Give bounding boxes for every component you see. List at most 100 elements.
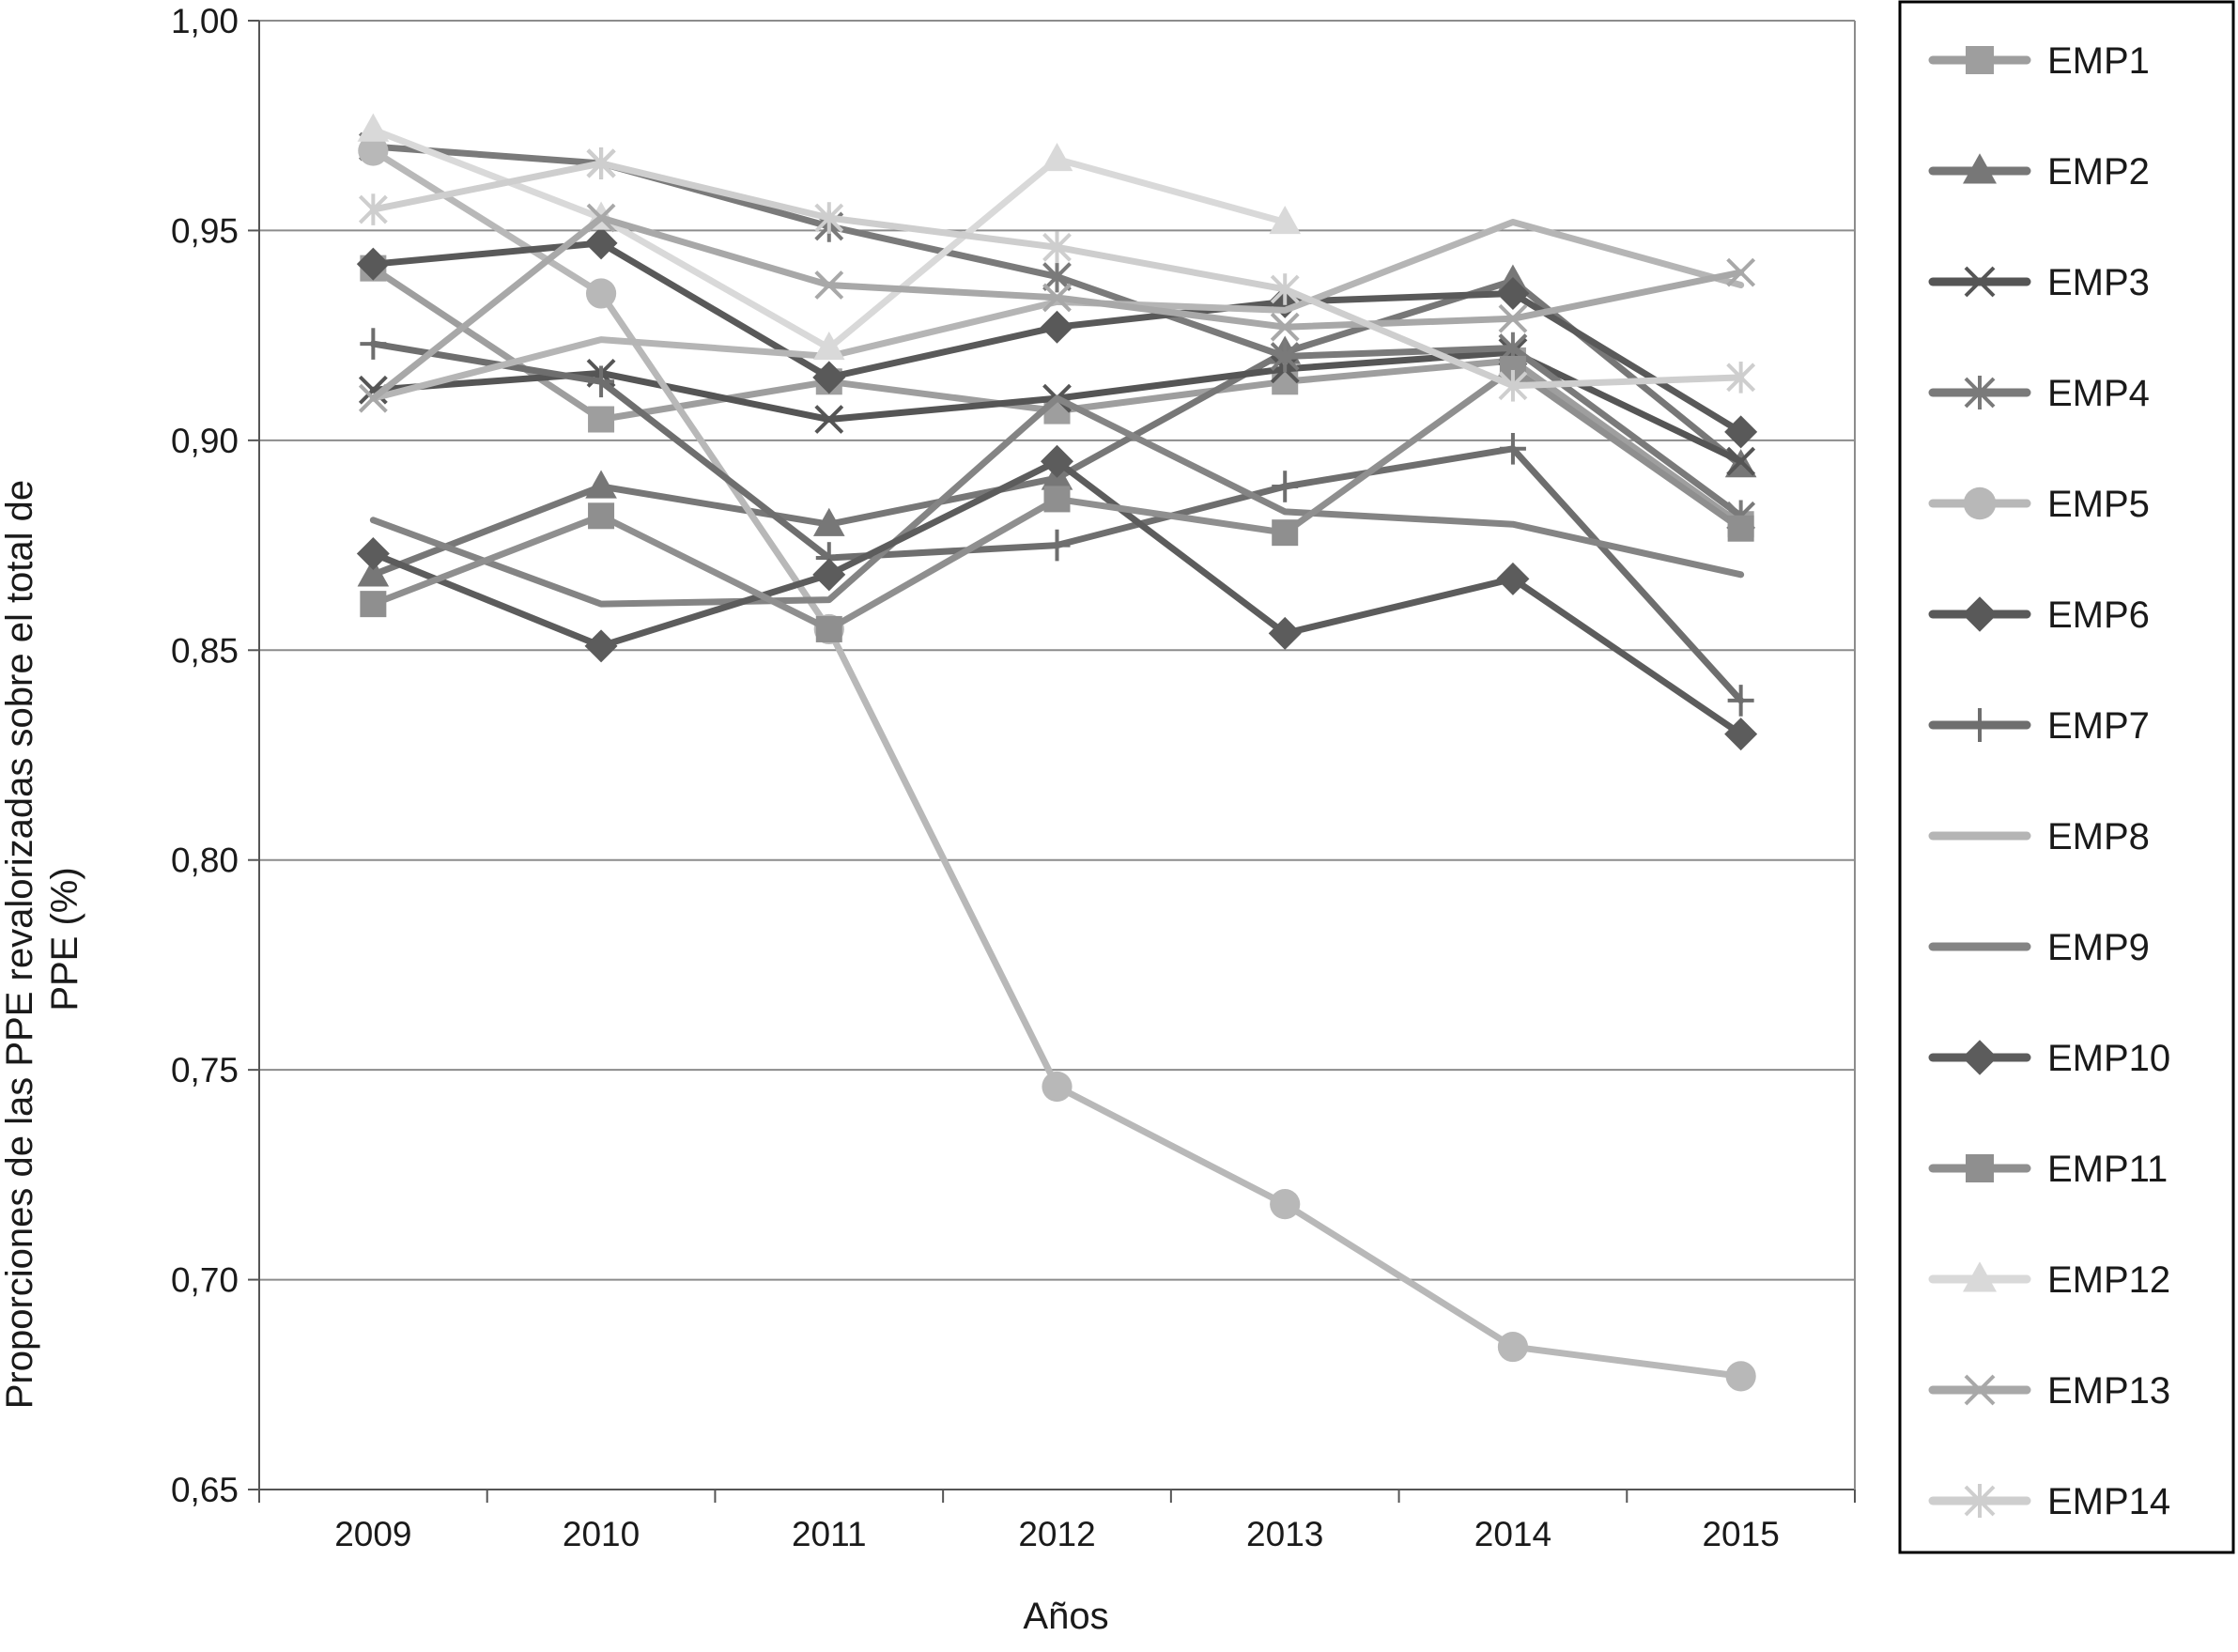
data-point	[1496, 276, 1530, 310]
legend-item-emp8: EMP8	[1928, 816, 2150, 857]
data-point	[588, 365, 615, 398]
data-point	[358, 135, 389, 166]
legend-item-emp12: EMP12	[1928, 1259, 2170, 1301]
legend-label: EMP11	[2047, 1149, 2168, 1190]
data-point	[585, 278, 617, 309]
data-point	[1726, 362, 1756, 394]
data-point	[1727, 685, 1754, 717]
x-tick-label: 2014	[1474, 1515, 1551, 1553]
data-point	[1270, 273, 1300, 305]
legend-label: EMP1	[2047, 40, 2150, 82]
data-point	[1964, 1484, 1996, 1518]
legend-label: EMP9	[2047, 927, 2150, 968]
data-point	[1043, 529, 1071, 562]
data-point	[1042, 231, 1072, 264]
y-tick-label: 0,80	[171, 841, 239, 880]
data-point	[812, 558, 846, 592]
series-emp11	[360, 355, 1754, 642]
data-point	[1962, 596, 1998, 632]
x-tick-label: 2012	[1018, 1515, 1095, 1553]
legend-label: EMP12	[2047, 1259, 2170, 1301]
series-emp8	[369, 218, 1745, 402]
data-point	[586, 147, 616, 179]
data-point	[1499, 432, 1526, 465]
x-tick-label: 2010	[563, 1515, 640, 1553]
data-point	[356, 537, 390, 571]
data-point	[588, 502, 615, 530]
x-axis-title: Años	[1023, 1596, 1108, 1637]
y-tick-label: 1,00	[171, 2, 239, 40]
data-point	[815, 615, 842, 642]
data-point	[1963, 1261, 1997, 1292]
legend-label: EMP4	[2047, 373, 2150, 414]
data-point	[812, 507, 845, 536]
data-point	[1268, 616, 1302, 650]
y-axis-title: Proporciones de las PPE revalorizadas so…	[0, 470, 85, 1410]
series-emp13	[358, 203, 1756, 413]
x-tick-labels: 2009 2010 2011 2012 2013 2014 2015	[334, 1515, 1780, 1553]
data-point	[1042, 1071, 1073, 1103]
data-point	[1496, 562, 1530, 595]
data-point	[812, 361, 846, 394]
y-tick-label: 0,90	[171, 422, 239, 460]
data-point	[1270, 312, 1300, 342]
data-point	[1966, 1154, 1994, 1182]
legend-label: EMP2	[2047, 151, 2150, 193]
series-emp6	[356, 226, 1758, 449]
data-point	[1270, 340, 1300, 373]
data-point	[1963, 153, 1997, 184]
data-point	[360, 328, 387, 360]
legend-item-emp5: EMP5	[1928, 484, 2150, 525]
y-tick-label: 0,85	[171, 631, 239, 670]
data-point	[1272, 519, 1299, 547]
data-point	[358, 193, 388, 225]
data-point	[1964, 266, 1996, 298]
legend-label: EMP5	[2047, 484, 2150, 525]
legend-label: EMP3	[2047, 262, 2150, 303]
data-point	[1726, 446, 1756, 476]
data-point	[1962, 1040, 1998, 1075]
legend-item-emp11: EMP11	[1928, 1149, 2168, 1190]
data-point	[358, 383, 388, 413]
data-point	[1272, 471, 1299, 502]
data-point	[814, 202, 844, 234]
data-point	[586, 203, 616, 233]
series-emp9	[369, 394, 1745, 608]
data-point	[360, 591, 387, 618]
legend-item-emp3: EMP3	[1928, 262, 2150, 303]
series-lines	[356, 113, 1758, 1392]
x-tick-label: 2011	[792, 1515, 867, 1553]
y-tick-label: 0,65	[171, 1471, 239, 1509]
legend-item-emp7: EMP7	[1928, 705, 2150, 747]
legend-item-emp1: EMP1	[1928, 40, 2150, 82]
data-point	[1724, 415, 1758, 449]
legend-item-emp10: EMP10	[1928, 1038, 2170, 1079]
legend-label: EMP14	[2047, 1481, 2170, 1522]
data-point	[1963, 486, 1997, 520]
data-point	[1497, 1331, 1529, 1363]
y-axis-title-line-1: Proporciones de las PPE revalorizadas so…	[0, 480, 40, 1409]
data-point	[1042, 260, 1072, 293]
data-point	[1498, 303, 1528, 333]
data-point	[814, 405, 844, 434]
legend-item-emp4: EMP4	[1928, 373, 2150, 414]
data-point	[584, 629, 618, 663]
legend-item-emp2: EMP2	[1928, 151, 2150, 193]
data-point	[1041, 310, 1073, 344]
data-point	[812, 332, 845, 361]
y-tick-label: 0,70	[171, 1261, 239, 1300]
y-tick-label: 0,95	[171, 211, 239, 250]
data-point	[1964, 376, 1996, 409]
data-point	[1726, 257, 1756, 287]
grid-lines	[259, 20, 1855, 1281]
data-point	[1041, 444, 1073, 478]
data-point	[1966, 708, 1994, 742]
legend-item-emp14: EMP14	[1928, 1481, 2170, 1522]
data-point	[1724, 718, 1758, 751]
data-point	[1727, 515, 1754, 542]
series-line	[369, 218, 1745, 402]
legend: EMP1 EMP2 EMP3 EMP4 EMP5 EMP6 EMP7 EMP8 EMP9 EMP1…	[1898, 0, 2235, 1554]
data-point	[1725, 1361, 1756, 1392]
x-tick-label: 2013	[1246, 1515, 1323, 1553]
